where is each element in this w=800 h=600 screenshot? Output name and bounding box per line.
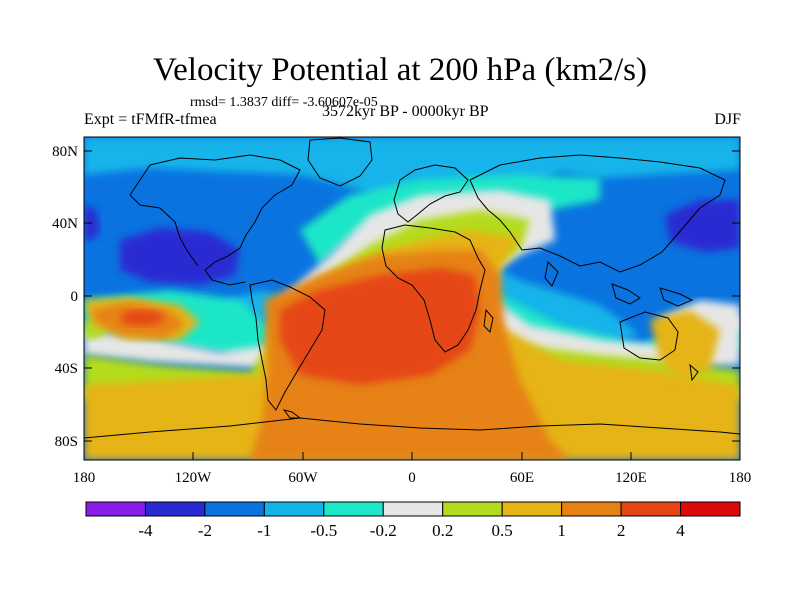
colorbar-label: 0.2 [432,521,453,540]
map-title: Velocity Potential at 200 hPa (km2/s) [152,52,648,88]
lon-label: 120E [615,470,647,486]
colorbar-label: 1 [557,521,566,540]
colorbar-swatch [263,501,325,517]
lat-label: 0 [71,289,79,305]
velocity-potential-field [84,137,740,460]
colorbar-label: -4 [138,521,153,540]
colorbar-swatch [442,501,503,517]
axis-ticks [83,150,741,460]
colorbar-swatch [144,501,206,517]
colorbar-label: 4 [676,521,685,540]
colorbar-label: 0.5 [492,521,513,540]
colorbar: -4 -2 -1 -0.5 -0.2 0.2 0.5 1 2 4 [85,501,741,540]
coastlines [84,137,740,439]
lon-label: 60E [510,470,534,486]
colorbar-swatch [501,501,563,517]
lat-label: 40S [55,361,78,377]
lon-label: 60W [288,470,318,486]
period-label: 3572kyr BP - 0000kyr BP [322,103,489,120]
lon-label: 120W [175,470,213,486]
colorbar-label: -1 [257,521,271,540]
colorbar-swatch [204,501,265,517]
longitude-labels: 180 120W 60W 0 60E 120E 180 [73,470,752,486]
colorbar-swatch [382,501,444,517]
lon-label: 180 [729,470,752,486]
lat-label: 80N [52,144,78,160]
colorbar-swatch [85,501,146,517]
lon-label: 180 [73,470,96,486]
lat-label: 80S [55,434,78,450]
stats-annotation: rmsd= 1.3837 diff= -3.60607e-05 [190,95,378,110]
lon-label: 0 [408,470,416,486]
colorbar-label: 2 [617,521,626,540]
experiment-label: Expt = tFMfR-tfmea [84,111,217,128]
colorbar-label: -0.2 [370,521,397,540]
season-label: DJF [714,111,741,128]
lat-label: 40N [52,216,78,232]
colorbar-swatch [323,501,384,517]
colorbar-swatch [561,501,622,517]
colorbar-label: -0.5 [310,521,337,540]
colorbar-swatch [680,501,741,517]
colorbar-label: -2 [198,521,212,540]
latitude-labels: 80N 40N 0 40S 80S [52,144,78,450]
colorbar-swatch [620,501,682,517]
